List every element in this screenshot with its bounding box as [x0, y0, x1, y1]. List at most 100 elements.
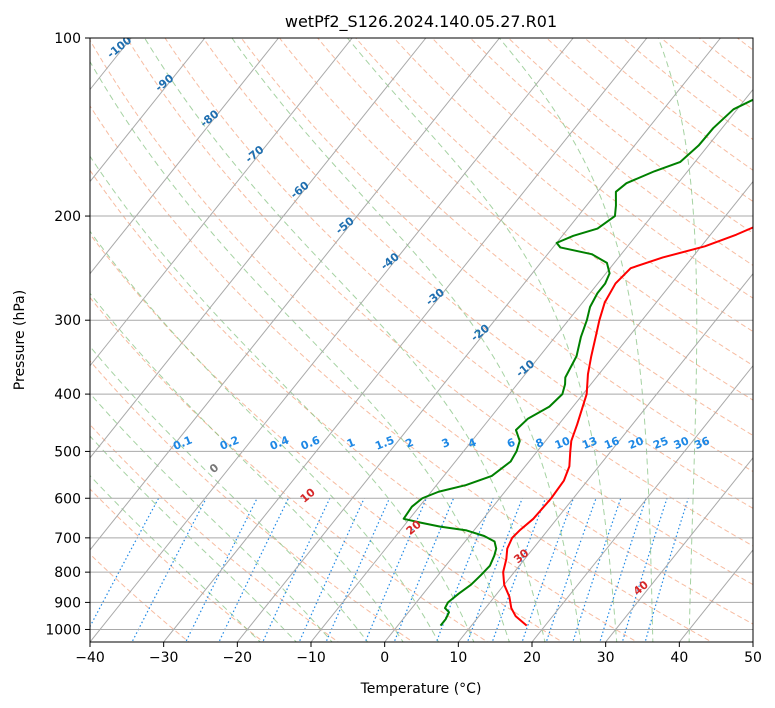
- x-tick-label: 50: [744, 650, 762, 666]
- mixing-ratio-line: [298, 497, 365, 642]
- x-tick-label: 40: [670, 650, 688, 666]
- isotherm-line: [384, 180, 753, 642]
- dry-adiabat-line: [393, 38, 753, 333]
- isotherm-line: [90, 38, 206, 183]
- mixing-ratio-line: [599, 498, 647, 642]
- mixing-ratio-line: [262, 497, 331, 642]
- dry-adiabat-line: [545, 38, 753, 203]
- mixing-ratio-label: 0.6: [299, 433, 322, 452]
- mixing-ratio-label: 2: [404, 436, 416, 451]
- isotherm-line: [236, 38, 721, 642]
- x-tick-label: 20: [523, 650, 541, 666]
- mixing-ratio-line: [466, 498, 523, 642]
- isotherm-line: [90, 38, 353, 367]
- dry-adiabat-line: [202, 38, 753, 509]
- dry-adiabat-line: [583, 38, 753, 171]
- isotherm-line: [0, 38, 58, 642]
- mixing-ratio-line: [545, 498, 597, 642]
- isotherm-line: [163, 38, 648, 642]
- mixing-ratio-label: 13: [580, 434, 599, 452]
- y-axis-title: Pressure (hPa): [12, 290, 28, 390]
- dry-adiabat-line: [90, 488, 265, 642]
- isotherm-line: [457, 272, 753, 642]
- plot-area: 0.1 0.2 0.4 0.6 1 1.5 2 3 4 6 8 10 13 16 20 25 30 36-100-…: [0, 33, 753, 642]
- mixing-ratio-label: 25: [651, 434, 670, 452]
- x-tick-label: −40: [75, 650, 105, 666]
- y-tick-label: 500: [54, 444, 81, 460]
- moist-adiabats: [90, 38, 698, 642]
- dry-adiabat-line: [90, 233, 564, 642]
- x-tick-label: 0: [380, 650, 389, 666]
- x-tick-label: −30: [149, 650, 179, 666]
- mixing-ratio-label: 1.5: [373, 433, 396, 452]
- x-axis-ticks: −40 −30 −20 −10 0 10 20 30 40 50: [75, 642, 762, 666]
- dry-adiabat-line: [90, 296, 489, 642]
- mixing-ratio-label: 3: [440, 436, 452, 451]
- mixing-ratio-label: 16: [602, 434, 621, 452]
- y-axis-ticks: 100 200 300 400 500 600 700 800 900 1000: [45, 31, 90, 638]
- temperature-profile-line: [502, 226, 753, 627]
- profile-series: [402, 98, 753, 627]
- dry-adiabat-line: [736, 38, 753, 51]
- x-axis-title: Temperature (°C): [360, 681, 482, 697]
- isotherm-gridlines: [0, 38, 753, 642]
- y-tick-label: 200: [54, 209, 81, 225]
- isotherm-label: -100: [105, 33, 135, 61]
- dry-adiabat-line: [316, 38, 753, 401]
- mixing-ratio-label: 36: [693, 434, 712, 452]
- mixing-ratio-label: 1: [345, 436, 357, 451]
- dry-adiabat-line: [90, 39, 753, 625]
- dry-adiabat-line: [126, 38, 753, 586]
- isotherm-label: -40: [378, 250, 402, 273]
- dry-adiabat-label: 10: [298, 485, 318, 505]
- dry-adiabat-line: [660, 38, 753, 110]
- y-tick-label: 400: [54, 387, 81, 403]
- dry-adiabat-line: [698, 38, 753, 81]
- mixing-ratio-line: [435, 498, 494, 642]
- y-tick-label: 600: [54, 491, 81, 507]
- dry-adiabat-label: 20: [404, 518, 424, 538]
- moist-adiabat-line: [90, 435, 297, 642]
- dry-adiabat-line: [164, 38, 753, 547]
- dry-adiabats: [90, 38, 753, 642]
- x-tick-label: −10: [296, 650, 326, 666]
- mixing-ratio-label: 6: [505, 436, 517, 451]
- isotherm-label: -90: [153, 71, 177, 94]
- mixing-ratio-line: [621, 498, 668, 642]
- isotherm-line: [752, 641, 753, 642]
- y-tick-label: 100: [54, 31, 81, 47]
- isotherm-label: -10: [514, 357, 538, 380]
- moist-adiabat-line: [90, 230, 440, 642]
- isotherm-line: [90, 38, 427, 459]
- mixing-ratio-label: 4: [466, 436, 478, 451]
- mixing-ratio-label: 0.4: [268, 433, 291, 452]
- dewpoint-profile-line: [402, 98, 753, 627]
- mixing-ratio-line: [325, 498, 391, 642]
- x-tick-label: 10: [449, 650, 467, 666]
- moist-adiabat-line: [657, 38, 698, 642]
- mixing-ratio-line: [644, 498, 689, 642]
- isotherm-line: [310, 88, 753, 642]
- dry-adiabat-label: 40: [631, 578, 651, 598]
- dry-adiabat-line: [240, 38, 753, 473]
- mixing-ratio-line: [218, 497, 290, 642]
- plot-frame: [89, 37, 754, 643]
- mixing-ratio-lines: [90, 497, 689, 642]
- mixing-ratio-label: 30: [672, 434, 691, 452]
- x-tick-label: 30: [597, 650, 615, 666]
- y-tick-label: 900: [54, 595, 81, 611]
- dry-adiabat-line: [278, 38, 753, 437]
- mixing-ratio-line: [491, 498, 547, 642]
- mixing-ratio-line: [572, 498, 622, 642]
- isotherm-line: [531, 364, 753, 642]
- mixing-ratio-line: [185, 497, 258, 642]
- mixing-ratio-label: 20: [627, 434, 646, 452]
- isotherm-label: -30: [423, 286, 447, 309]
- mixing-ratio-line: [364, 498, 427, 642]
- isotherm-line: [605, 457, 753, 642]
- isotherm-line: [678, 549, 753, 642]
- mixing-ratio-label: 0.2: [218, 433, 241, 452]
- dry-adiabat-label: 30: [511, 546, 531, 566]
- y-tick-label: 1000: [45, 622, 81, 638]
